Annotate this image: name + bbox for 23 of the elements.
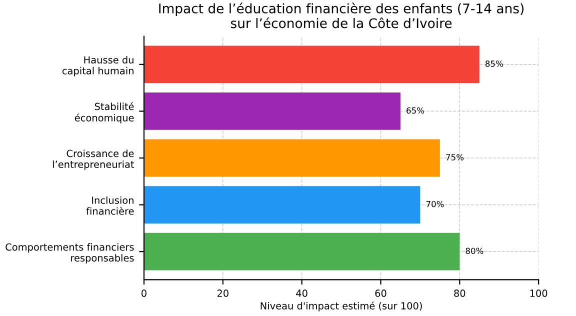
chart-title: Impact de l’éducation financière des enfants (7-14 ans) sur l’économie de la Côte d’Ivoire <box>159 2 524 28</box>
bar <box>144 139 440 177</box>
y-tick-label: Stabilité économique <box>74 102 134 124</box>
bar <box>144 232 460 270</box>
x-tick-label: 20 <box>217 290 228 297</box>
bar <box>144 92 400 130</box>
data-label: 75% <box>446 154 464 160</box>
x-axis-title: Niveau d'impact estimé (sur 100) <box>260 302 422 312</box>
x-tick-label: 60 <box>375 290 386 297</box>
bar <box>144 46 480 84</box>
x-tick-label: 100 <box>530 290 548 297</box>
y-tick-label: Croissance de l’entrepreneuriat <box>52 150 134 170</box>
data-label: 65% <box>406 107 424 114</box>
bar <box>144 186 420 224</box>
y-tick-label: Inclusion financière <box>86 196 134 215</box>
x-tick-label: 80 <box>454 290 466 297</box>
y-tick-label: Comportements financiers responsables <box>6 243 134 264</box>
x-tick-label: 40 <box>296 290 308 297</box>
data-label: 70% <box>426 200 444 208</box>
data-label: 85% <box>485 60 503 67</box>
x-tick-label: 0 <box>142 290 146 297</box>
y-tick-label: Hausse du capital humain <box>62 56 134 76</box>
data-label: 80% <box>466 248 484 254</box>
